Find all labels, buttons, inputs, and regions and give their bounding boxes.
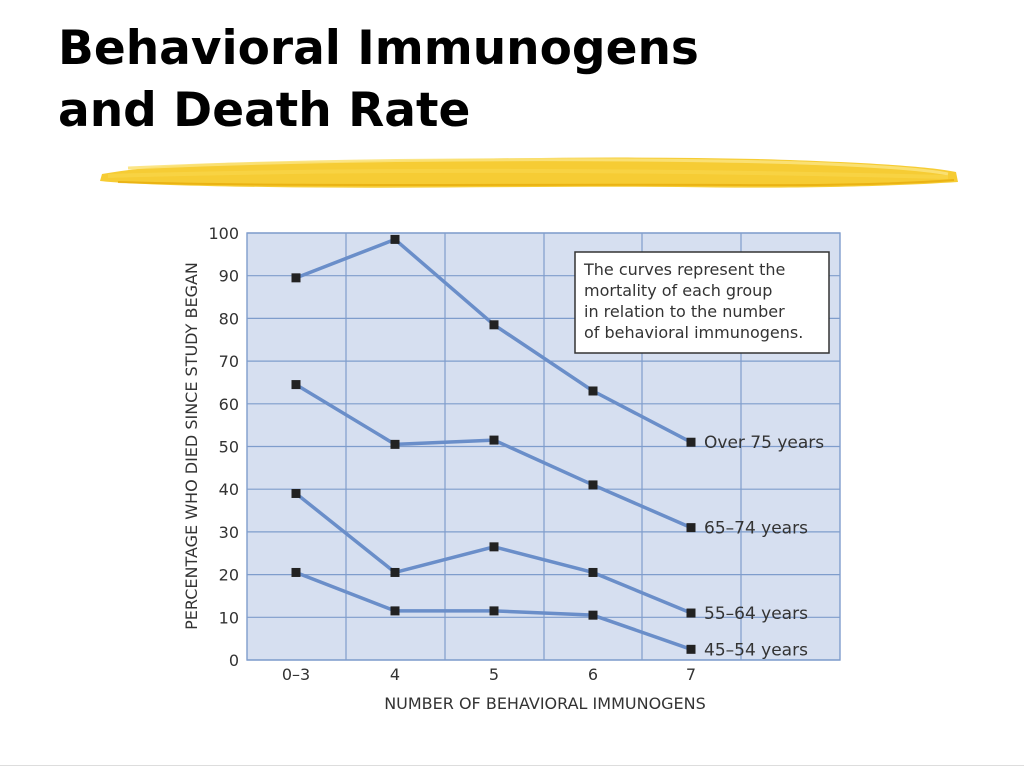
data-point-marker <box>291 488 301 498</box>
data-point-marker <box>489 435 499 445</box>
data-point-marker <box>390 234 400 244</box>
y-tick-label: 30 <box>219 523 239 542</box>
annotation-text: in relation to the number <box>584 302 785 321</box>
series-label: 45–54 years <box>704 640 808 660</box>
y-tick-label: 40 <box>219 480 239 499</box>
data-point-marker <box>588 386 598 396</box>
y-tick-label: 60 <box>219 395 239 414</box>
x-tick-label: 6 <box>588 665 598 684</box>
x-tick-label: 4 <box>390 665 400 684</box>
data-point-marker <box>489 320 499 330</box>
series-label: 55–64 years <box>704 604 808 624</box>
data-point-marker <box>686 437 696 447</box>
data-point-marker <box>588 480 598 490</box>
slide-title: Behavioral Immunogens and Death Rate <box>58 18 699 142</box>
annotation-text: mortality of each group <box>584 281 772 300</box>
data-point-marker <box>291 273 301 283</box>
y-tick-label: 50 <box>219 438 239 457</box>
data-point-marker <box>686 608 696 618</box>
x-tick-label: 5 <box>489 665 499 684</box>
annotation-box <box>574 251 830 354</box>
data-point-marker <box>588 610 598 620</box>
annotation-text: of behavioral immunogens. <box>584 323 803 342</box>
slide-title-line-1: Behavioral Immunogens <box>58 21 699 76</box>
data-point-marker <box>390 439 400 449</box>
slide-title-line-2: and Death Rate <box>58 83 471 138</box>
y-tick-label: 70 <box>219 352 239 371</box>
y-tick-label: 90 <box>219 267 239 286</box>
y-axis-label: PERCENTAGE WHO DIED SINCE STUDY BEGAN <box>182 262 201 630</box>
data-point-marker <box>390 567 400 577</box>
bottom-divider <box>0 765 1024 766</box>
data-point-marker <box>291 567 301 577</box>
data-point-marker <box>686 644 696 654</box>
x-tick-label: 7 <box>686 665 696 684</box>
yellow-highlighter-stroke <box>100 157 958 188</box>
y-tick-label: 100 <box>208 224 239 243</box>
annotation-text: The curves represent the <box>583 260 785 279</box>
data-point-marker <box>291 380 301 390</box>
x-axis-label: NUMBER OF BEHAVIORAL IMMUNOGENS <box>384 694 706 713</box>
y-tick-label: 20 <box>219 566 239 585</box>
data-point-marker <box>686 523 696 533</box>
y-tick-label: 0 <box>229 651 239 670</box>
data-point-marker <box>390 606 400 616</box>
plot-frame <box>246 232 841 661</box>
x-tick-label: 0–3 <box>282 665 310 684</box>
y-tick-label: 10 <box>219 608 239 627</box>
data-point-marker <box>489 606 499 616</box>
series-label: 65–74 years <box>704 519 808 539</box>
data-point-marker <box>489 542 499 552</box>
series-label: Over 75 years <box>704 433 824 453</box>
data-point-marker <box>588 567 598 577</box>
y-tick-label: 80 <box>219 309 239 328</box>
